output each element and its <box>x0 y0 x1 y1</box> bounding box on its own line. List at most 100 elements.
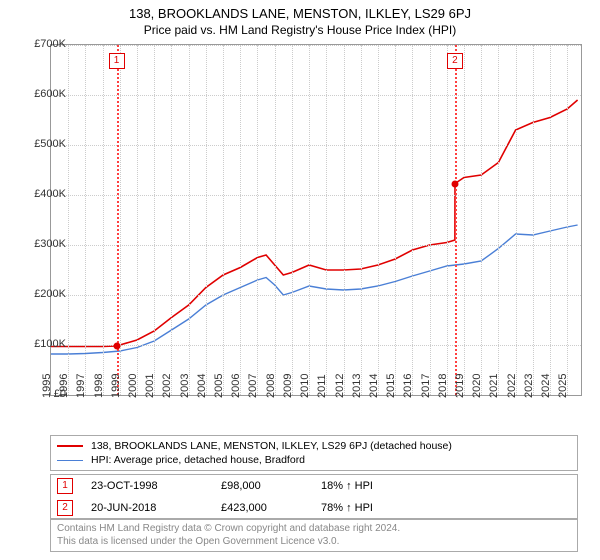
gridline-v <box>257 45 258 395</box>
gridline-v <box>447 45 448 395</box>
gridline-v <box>516 45 517 395</box>
events-table: 1 23-OCT-1998 £98,000 18% ↑ HPI 2 20-JUN… <box>50 474 578 520</box>
ytick-label: £200K <box>34 288 66 300</box>
event-line <box>455 45 457 395</box>
gridline-v <box>498 45 499 395</box>
gridline-v <box>103 45 104 395</box>
gridline-v <box>361 45 362 395</box>
line-series-svg <box>51 45 581 395</box>
event-marker-1: 1 <box>57 478 73 494</box>
event-marker-2: 2 <box>57 500 73 516</box>
legend-row-hpi: HPI: Average price, detached house, Brad… <box>57 453 571 467</box>
legend-row-property: 138, BROOKLANDS LANE, MENSTON, ILKLEY, L… <box>57 439 571 453</box>
event-marker: 1 <box>109 53 125 69</box>
gridline-v <box>189 45 190 395</box>
xtick-label: 2006 <box>230 374 242 398</box>
gridline-h <box>51 95 581 96</box>
ytick-label: £400K <box>34 188 66 200</box>
footer-line-1: Contains HM Land Registry data © Crown c… <box>57 522 571 535</box>
xtick-label: 2013 <box>351 374 363 398</box>
gridline-v <box>68 45 69 395</box>
gridline-v <box>154 45 155 395</box>
gridline-v <box>378 45 379 395</box>
xtick-label: 2016 <box>402 374 414 398</box>
xtick-label: 2020 <box>471 374 483 398</box>
gridline-v <box>326 45 327 395</box>
xtick-label: 1997 <box>75 374 87 398</box>
xtick-label: 2022 <box>506 374 518 398</box>
xtick-label: 2014 <box>368 374 380 398</box>
gridline-v <box>223 45 224 395</box>
xtick-label: 2025 <box>557 374 569 398</box>
event-pct-2: 78% ↑ HPI <box>321 502 441 514</box>
event-date-2: 20-JUN-2018 <box>91 502 221 514</box>
gridline-v <box>137 45 138 395</box>
footer: Contains HM Land Registry data © Crown c… <box>50 518 578 552</box>
xtick-label: 2019 <box>454 374 466 398</box>
ytick-label: £300K <box>34 238 66 250</box>
footer-line-2: This data is licensed under the Open Gov… <box>57 535 571 548</box>
plot-area: 12 <box>50 44 582 396</box>
gridline-v <box>412 45 413 395</box>
ytick-label: £100K <box>34 338 66 350</box>
event-row-2: 2 20-JUN-2018 £423,000 78% ↑ HPI <box>51 497 577 519</box>
ytick-label: £500K <box>34 138 66 150</box>
xtick-label: 1999 <box>110 374 122 398</box>
ytick-label: £700K <box>34 38 66 50</box>
gridline-h <box>51 45 581 46</box>
gridline-h <box>51 195 581 196</box>
xtick-label: 2015 <box>385 374 397 398</box>
xtick-label: 1998 <box>93 374 105 398</box>
gridline-v <box>395 45 396 395</box>
ytick-label: £600K <box>34 88 66 100</box>
gridline-v <box>430 45 431 395</box>
xtick-label: 2005 <box>213 374 225 398</box>
chart-title: 138, BROOKLANDS LANE, MENSTON, ILKLEY, L… <box>0 0 600 21</box>
xtick-label: 2000 <box>127 374 139 398</box>
xtick-label: 2018 <box>437 374 449 398</box>
legend: 138, BROOKLANDS LANE, MENSTON, ILKLEY, L… <box>50 435 578 471</box>
gridline-h <box>51 345 581 346</box>
chart-subtitle: Price paid vs. HM Land Registry's House … <box>0 21 600 37</box>
gridline-h <box>51 295 581 296</box>
gridline-v <box>309 45 310 395</box>
xtick-label: 2023 <box>523 374 535 398</box>
xtick-label: 1995 <box>41 374 53 398</box>
legend-swatch-property <box>57 445 83 447</box>
gridline-v <box>120 45 121 395</box>
xtick-label: 2009 <box>282 374 294 398</box>
event-price-1: £98,000 <box>221 480 321 492</box>
event-marker: 2 <box>447 53 463 69</box>
xtick-label: 2021 <box>488 374 500 398</box>
event-price-2: £423,000 <box>221 502 321 514</box>
xtick-label: 2003 <box>179 374 191 398</box>
gridline-h <box>51 245 581 246</box>
xtick-label: 2002 <box>161 374 173 398</box>
xtick-label: 2010 <box>299 374 311 398</box>
xtick-label: 2001 <box>144 374 156 398</box>
gridline-h <box>51 145 581 146</box>
event-date-1: 23-OCT-1998 <box>91 480 221 492</box>
gridline-v <box>292 45 293 395</box>
gridline-v <box>464 45 465 395</box>
legend-label-hpi: HPI: Average price, detached house, Brad… <box>91 454 305 466</box>
chart-container: 138, BROOKLANDS LANE, MENSTON, ILKLEY, L… <box>0 0 600 560</box>
xtick-label: 2024 <box>540 374 552 398</box>
gridline-v <box>171 45 172 395</box>
gridline-v <box>344 45 345 395</box>
gridline-v <box>550 45 551 395</box>
gridline-v <box>85 45 86 395</box>
gridline-v <box>275 45 276 395</box>
gridline-v <box>481 45 482 395</box>
xtick-label: 1996 <box>58 374 70 398</box>
xtick-label: 2004 <box>196 374 208 398</box>
xtick-label: 2012 <box>334 374 346 398</box>
xtick-label: 2008 <box>265 374 277 398</box>
xtick-label: 2007 <box>247 374 259 398</box>
xtick-label: 2017 <box>420 374 432 398</box>
gridline-v <box>206 45 207 395</box>
gridline-v <box>533 45 534 395</box>
xtick-label: 2011 <box>316 374 328 398</box>
event-point <box>113 343 120 350</box>
legend-swatch-hpi <box>57 460 83 461</box>
